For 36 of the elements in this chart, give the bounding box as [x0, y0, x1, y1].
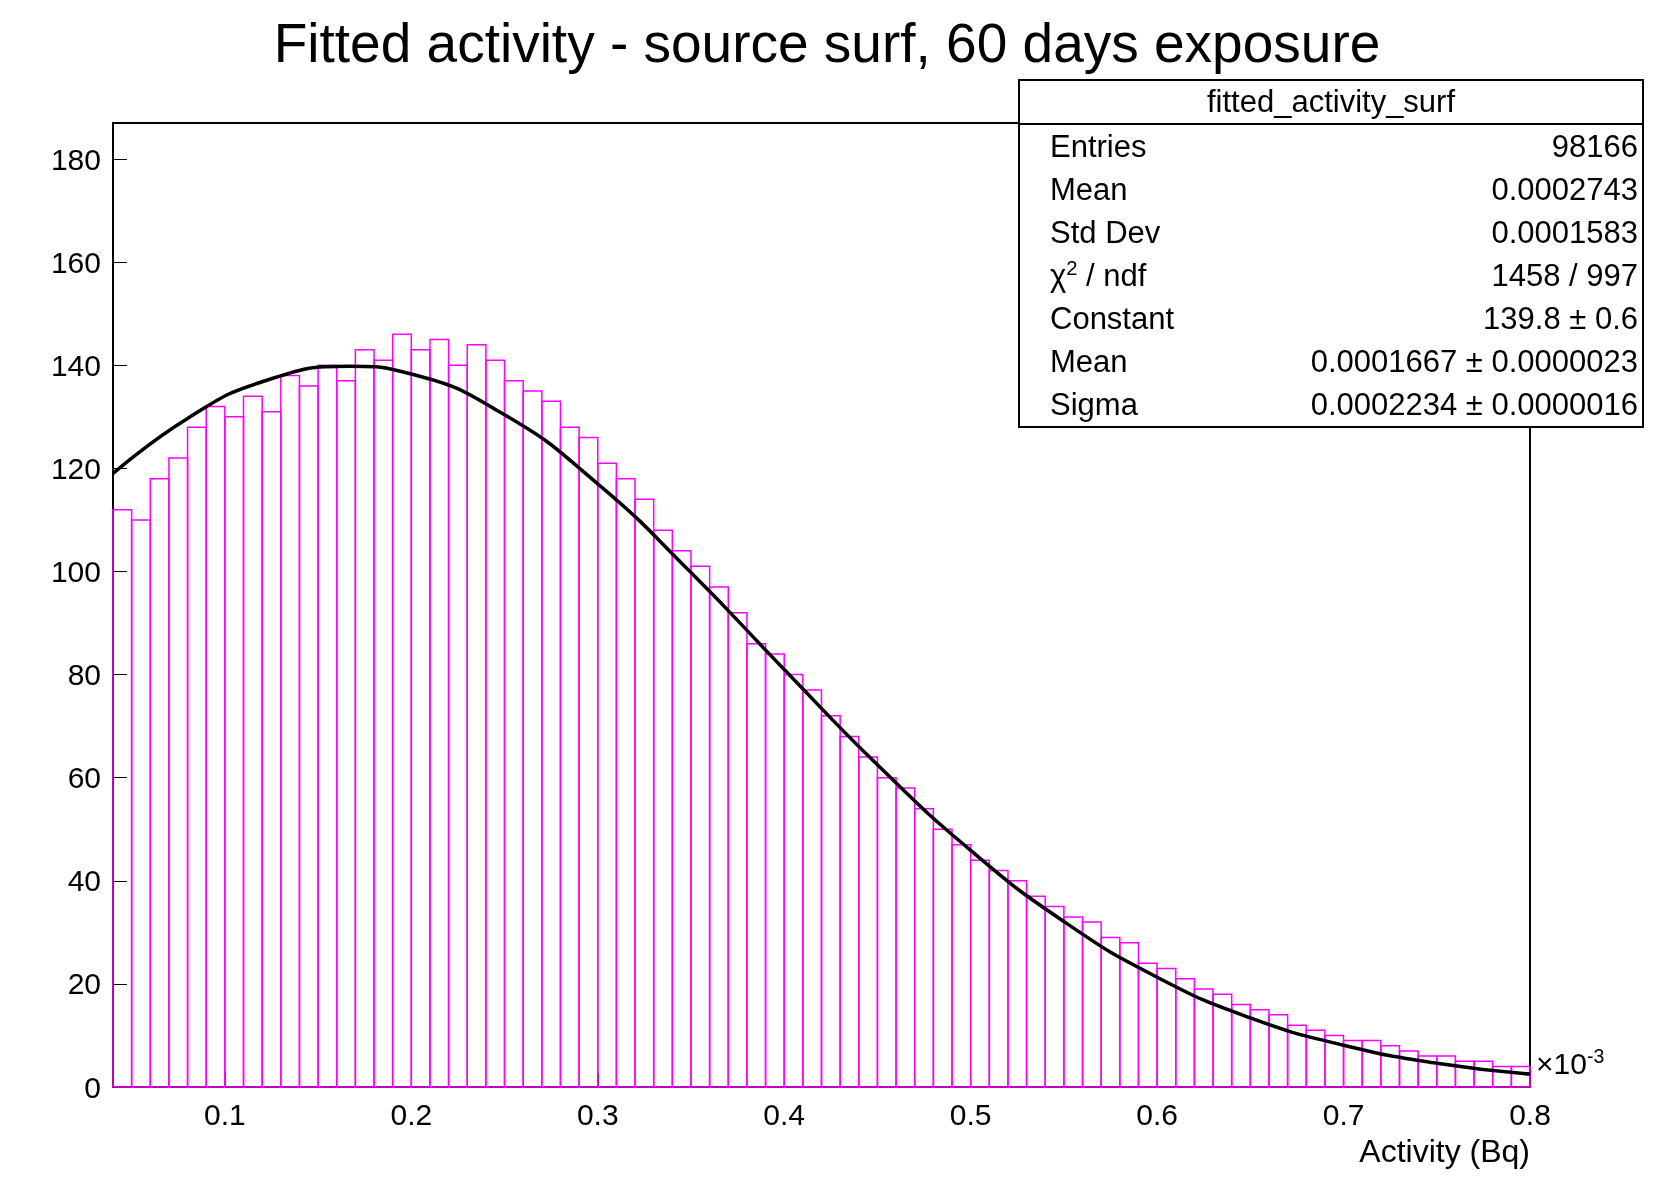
x-tick-label: 0.5: [949, 1097, 992, 1131]
annotation: 1458 / 997: [1491, 257, 1638, 295]
x-tick-label: 0.2: [390, 1097, 433, 1131]
annotation: 0.0001583: [1491, 214, 1638, 252]
y-tick-label: 40: [67, 864, 101, 898]
x-tick-label: 0.4: [763, 1097, 806, 1131]
y-tick-label: 80: [67, 658, 101, 692]
annotation: 139.8 ± 0.6: [1483, 300, 1638, 338]
y-tick-label: 140: [50, 348, 101, 382]
y-tick-label: 60: [67, 761, 101, 795]
text: ×10$^{-3}$: [1536, 1045, 1605, 1081]
text: fitted_activity_surf: [1020, 81, 1642, 125]
annotation: χ$^{2}$ / ndf: [1050, 255, 1147, 295]
y-tick-label: 100: [50, 554, 101, 588]
y-tick-label: 20: [67, 967, 101, 1001]
y-tick-label: 160: [50, 245, 101, 279]
chart-title: Fitted activity - source surf, 60 days exposure: [273, 11, 1381, 74]
annotation: Mean: [1050, 171, 1128, 209]
annotation: 0.0002743: [1491, 171, 1638, 209]
annotation: Constant: [1050, 300, 1175, 338]
x-tick-label: 0.3: [576, 1097, 619, 1131]
x-tick-label: 0.6: [1136, 1097, 1178, 1131]
annotation: 0.0002234 ± 0.0000016: [1310, 386, 1638, 424]
annotation: Sigma: [1050, 386, 1138, 424]
text: 98166: [1551, 128, 1638, 166]
x-axis-title: Activity (Bq): [1359, 1133, 1530, 1169]
x-tick-label: 0.7: [1322, 1097, 1365, 1131]
y-tick-label: 180: [50, 142, 101, 176]
annotation: Std Dev: [1050, 214, 1161, 252]
annotation: Entries: [1050, 128, 1147, 166]
y-tick-label: 120: [50, 451, 101, 485]
x-tick-label: 0.1: [204, 1097, 246, 1131]
x-tick-label: 0.8: [1509, 1097, 1551, 1131]
annotation: 0.0001667 ± 0.0000023: [1310, 343, 1638, 381]
annotation: Mean: [1050, 343, 1128, 381]
y-tick-label: 0: [84, 1070, 101, 1104]
